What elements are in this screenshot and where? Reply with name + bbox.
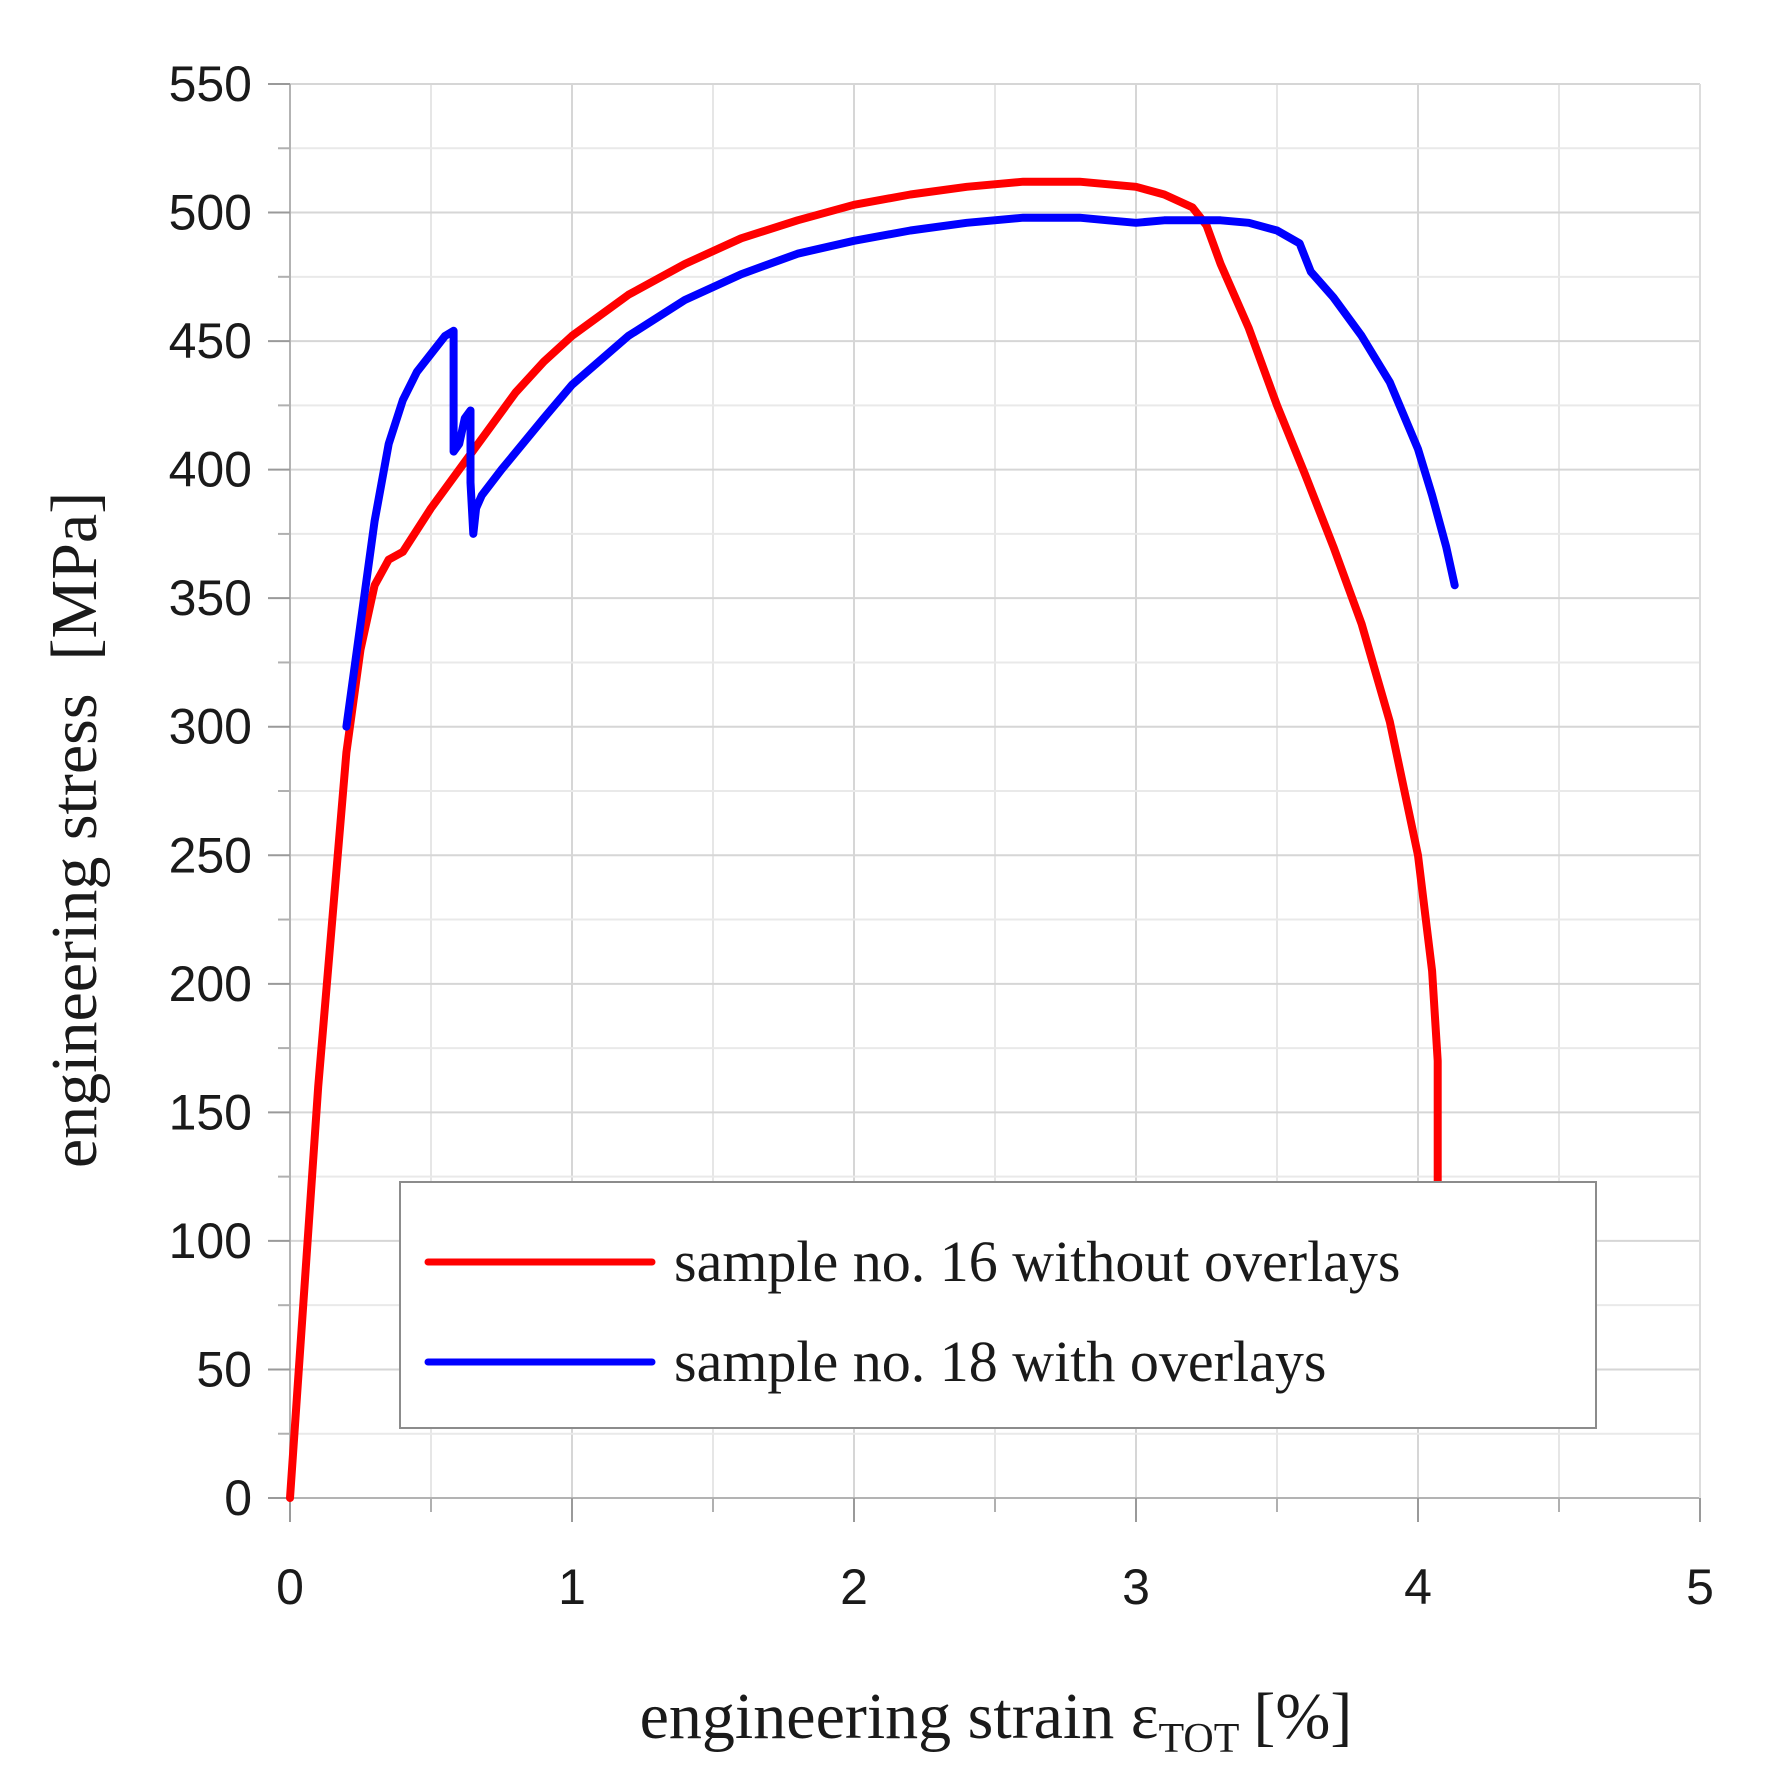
y-tick-label: 500 (169, 185, 252, 241)
y-tick-label: 350 (169, 570, 252, 626)
y-tick-label: 550 (169, 56, 252, 112)
axis-ticks: 0 50 100 150 200 250 300 350 400 450 500 550 0 1 2 3 4 5 (169, 56, 1714, 1615)
x-tick-label: 2 (840, 1559, 868, 1615)
y-tick-label: 0 (224, 1470, 252, 1526)
series-line-sample-18 (342, 213, 1459, 731)
y-tick-label: 450 (169, 313, 252, 369)
legend-box (399, 1181, 1597, 1429)
x-tick-label: 0 (276, 1559, 304, 1615)
x-axis-title-unit: [%] (1253, 1680, 1352, 1753)
legend-label-sample-18: sample no. 18 with overlays (674, 1329, 1326, 1394)
y-tick-label: 300 (169, 699, 252, 755)
y-tick-label: 150 (169, 1084, 252, 1140)
x-tick-label: 1 (558, 1559, 586, 1615)
y-tick-label: 400 (169, 442, 252, 498)
y-axis-title: engineering stress [MPa] (38, 492, 111, 1168)
x-tick-label: 5 (1686, 1559, 1714, 1615)
y-tick-label: 250 (169, 827, 252, 883)
y-tick-label: 50 (196, 1341, 252, 1397)
y-tick-label: 200 (169, 956, 252, 1012)
x-axis-title: engineering strain εTOT [%] (640, 1680, 1353, 1762)
legend-label-sample-16: sample no. 16 without overlays (674, 1229, 1401, 1294)
x-tick-label: 4 (1404, 1559, 1432, 1615)
series-line-sample-16 (286, 177, 1442, 1502)
series-lines (286, 177, 1459, 1502)
x-tick-label: 3 (1122, 1559, 1150, 1615)
legend: sample no. 16 without overlays sample no… (399, 1181, 1597, 1429)
y-tick-label: 100 (169, 1213, 252, 1269)
x-axis-title-main: engineering strain ε (640, 1680, 1159, 1753)
x-axis-title-subscript: TOT (1159, 1716, 1240, 1762)
